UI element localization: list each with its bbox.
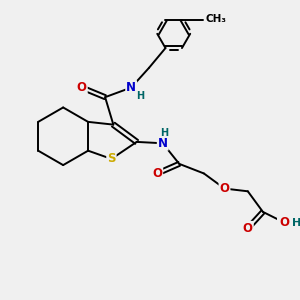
Text: CH₃: CH₃ bbox=[206, 14, 227, 24]
Text: N: N bbox=[126, 81, 136, 94]
Text: S: S bbox=[107, 152, 116, 165]
Text: O: O bbox=[152, 167, 162, 180]
Text: O: O bbox=[243, 222, 253, 235]
Text: O: O bbox=[220, 182, 230, 195]
Text: O: O bbox=[280, 216, 290, 230]
Text: H: H bbox=[136, 91, 144, 101]
Text: N: N bbox=[158, 137, 168, 150]
Text: H: H bbox=[292, 218, 300, 228]
Text: O: O bbox=[77, 81, 87, 94]
Text: H: H bbox=[160, 128, 168, 138]
